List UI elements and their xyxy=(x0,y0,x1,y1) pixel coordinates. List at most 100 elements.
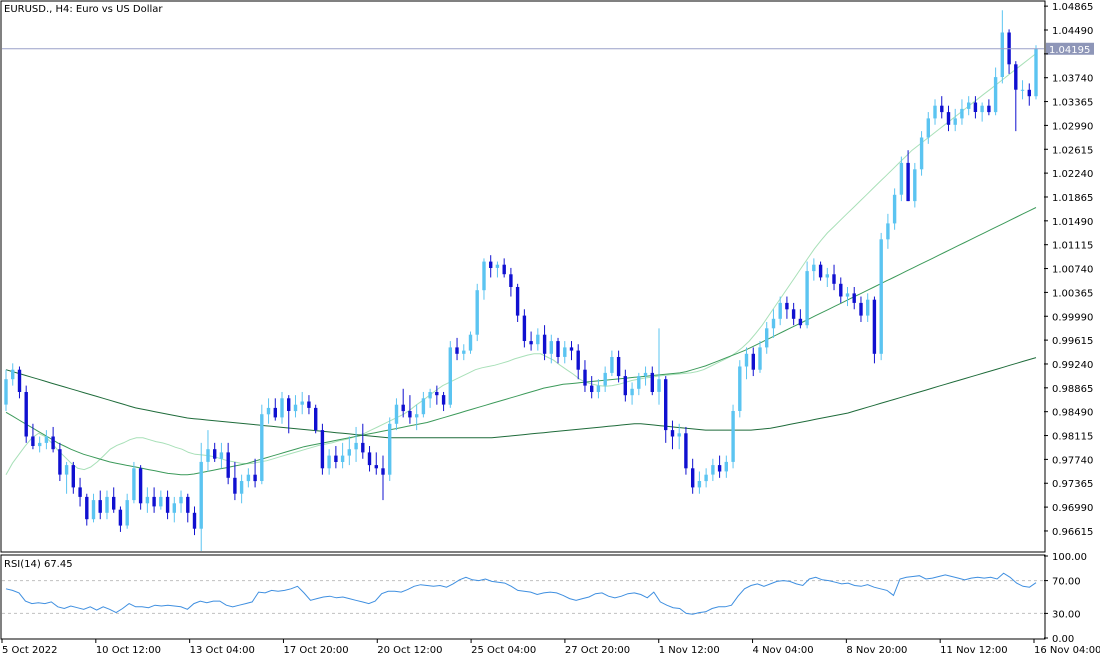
price-tick-label: 0.99615 xyxy=(1052,336,1093,347)
candle-body xyxy=(71,465,75,488)
candle xyxy=(145,487,150,513)
candle-body xyxy=(1020,89,1025,91)
candle-body xyxy=(697,481,702,488)
candle xyxy=(825,267,829,287)
candle-body xyxy=(879,239,883,354)
candle xyxy=(78,477,82,507)
candle-body xyxy=(138,468,143,504)
candle-body xyxy=(852,293,856,303)
candle xyxy=(354,426,358,462)
candle-body xyxy=(529,341,533,345)
candle xyxy=(38,436,42,453)
candle-body xyxy=(583,369,587,386)
candle-body xyxy=(839,283,843,297)
candlestick-series xyxy=(4,10,1038,551)
candle-body xyxy=(320,430,325,469)
candle-body xyxy=(845,293,850,297)
candle-body xyxy=(899,162,904,195)
candle xyxy=(192,506,197,536)
candle xyxy=(340,442,345,469)
candle xyxy=(58,442,62,482)
rsi-tick-label: 70.00 xyxy=(1052,577,1081,588)
candle-body xyxy=(940,105,944,113)
candle xyxy=(637,372,641,396)
candle xyxy=(132,461,136,504)
candle xyxy=(31,423,35,450)
candle xyxy=(1027,83,1031,106)
candle xyxy=(112,487,116,513)
candle-body xyxy=(771,318,776,329)
candle-body xyxy=(24,392,28,437)
candle xyxy=(327,449,331,475)
candle xyxy=(704,468,708,488)
candle-body xyxy=(186,496,190,513)
candle-body xyxy=(179,496,183,504)
price-panel-frame xyxy=(0,0,1046,553)
candle-body xyxy=(590,385,594,392)
candle xyxy=(879,232,883,361)
candle-body xyxy=(388,423,392,475)
candle-body xyxy=(307,401,311,408)
candle xyxy=(320,423,325,475)
candle-body xyxy=(711,465,715,475)
candle-body xyxy=(933,105,937,119)
candle-body xyxy=(522,315,527,341)
candle-body xyxy=(738,366,742,411)
candle xyxy=(179,490,183,513)
candle-body xyxy=(401,404,405,412)
candle xyxy=(805,261,809,329)
candle xyxy=(987,99,991,116)
candle-body xyxy=(569,347,574,351)
candle-body xyxy=(287,398,291,411)
candle xyxy=(98,490,102,520)
candle xyxy=(953,108,957,132)
candle xyxy=(165,490,170,520)
candle-body xyxy=(509,274,513,287)
candle xyxy=(152,487,156,513)
candle-body xyxy=(260,414,264,481)
candle xyxy=(569,341,574,361)
candle xyxy=(448,341,452,408)
candle xyxy=(367,446,372,472)
candle xyxy=(489,255,493,278)
candle xyxy=(866,293,870,322)
candle-body xyxy=(239,481,244,494)
price-tick-label: 0.96990 xyxy=(1052,503,1093,514)
candle xyxy=(590,376,594,399)
candle xyxy=(717,455,722,478)
candle-body xyxy=(1000,32,1004,77)
candle xyxy=(293,395,298,418)
candle-body xyxy=(482,261,486,291)
candle-body xyxy=(300,401,304,405)
candle xyxy=(226,442,230,485)
time-tick-label: 5 Oct 2022 xyxy=(2,645,57,656)
candle-body xyxy=(946,112,951,125)
candle-body xyxy=(778,302,782,319)
candle xyxy=(872,296,877,364)
candle-body xyxy=(105,496,109,513)
candle xyxy=(812,258,816,281)
candle-body xyxy=(468,334,473,351)
price-axis: 1.04865 1.04490 1.03740 1.03365 1.02990 1.026… xyxy=(1044,2,1093,538)
candle-body xyxy=(489,261,493,268)
moving-average-line-1 xyxy=(5,53,1037,475)
candle-body xyxy=(118,509,123,526)
candle xyxy=(199,442,203,551)
candle-body xyxy=(610,357,614,373)
price-tick-label: 1.04865 xyxy=(1052,2,1093,13)
candle-body xyxy=(165,496,170,513)
candle xyxy=(859,296,863,322)
price-tick-label: 1.00740 xyxy=(1052,265,1093,276)
candle-body xyxy=(563,347,567,357)
candle-body xyxy=(919,137,924,170)
candle xyxy=(845,286,850,307)
price-tick-label: 0.97365 xyxy=(1052,479,1093,490)
candle-body xyxy=(886,223,890,240)
candle-body xyxy=(751,353,755,370)
candle xyxy=(967,96,971,116)
candle-body xyxy=(367,452,372,466)
candle-body xyxy=(293,404,298,412)
candle xyxy=(684,426,688,475)
